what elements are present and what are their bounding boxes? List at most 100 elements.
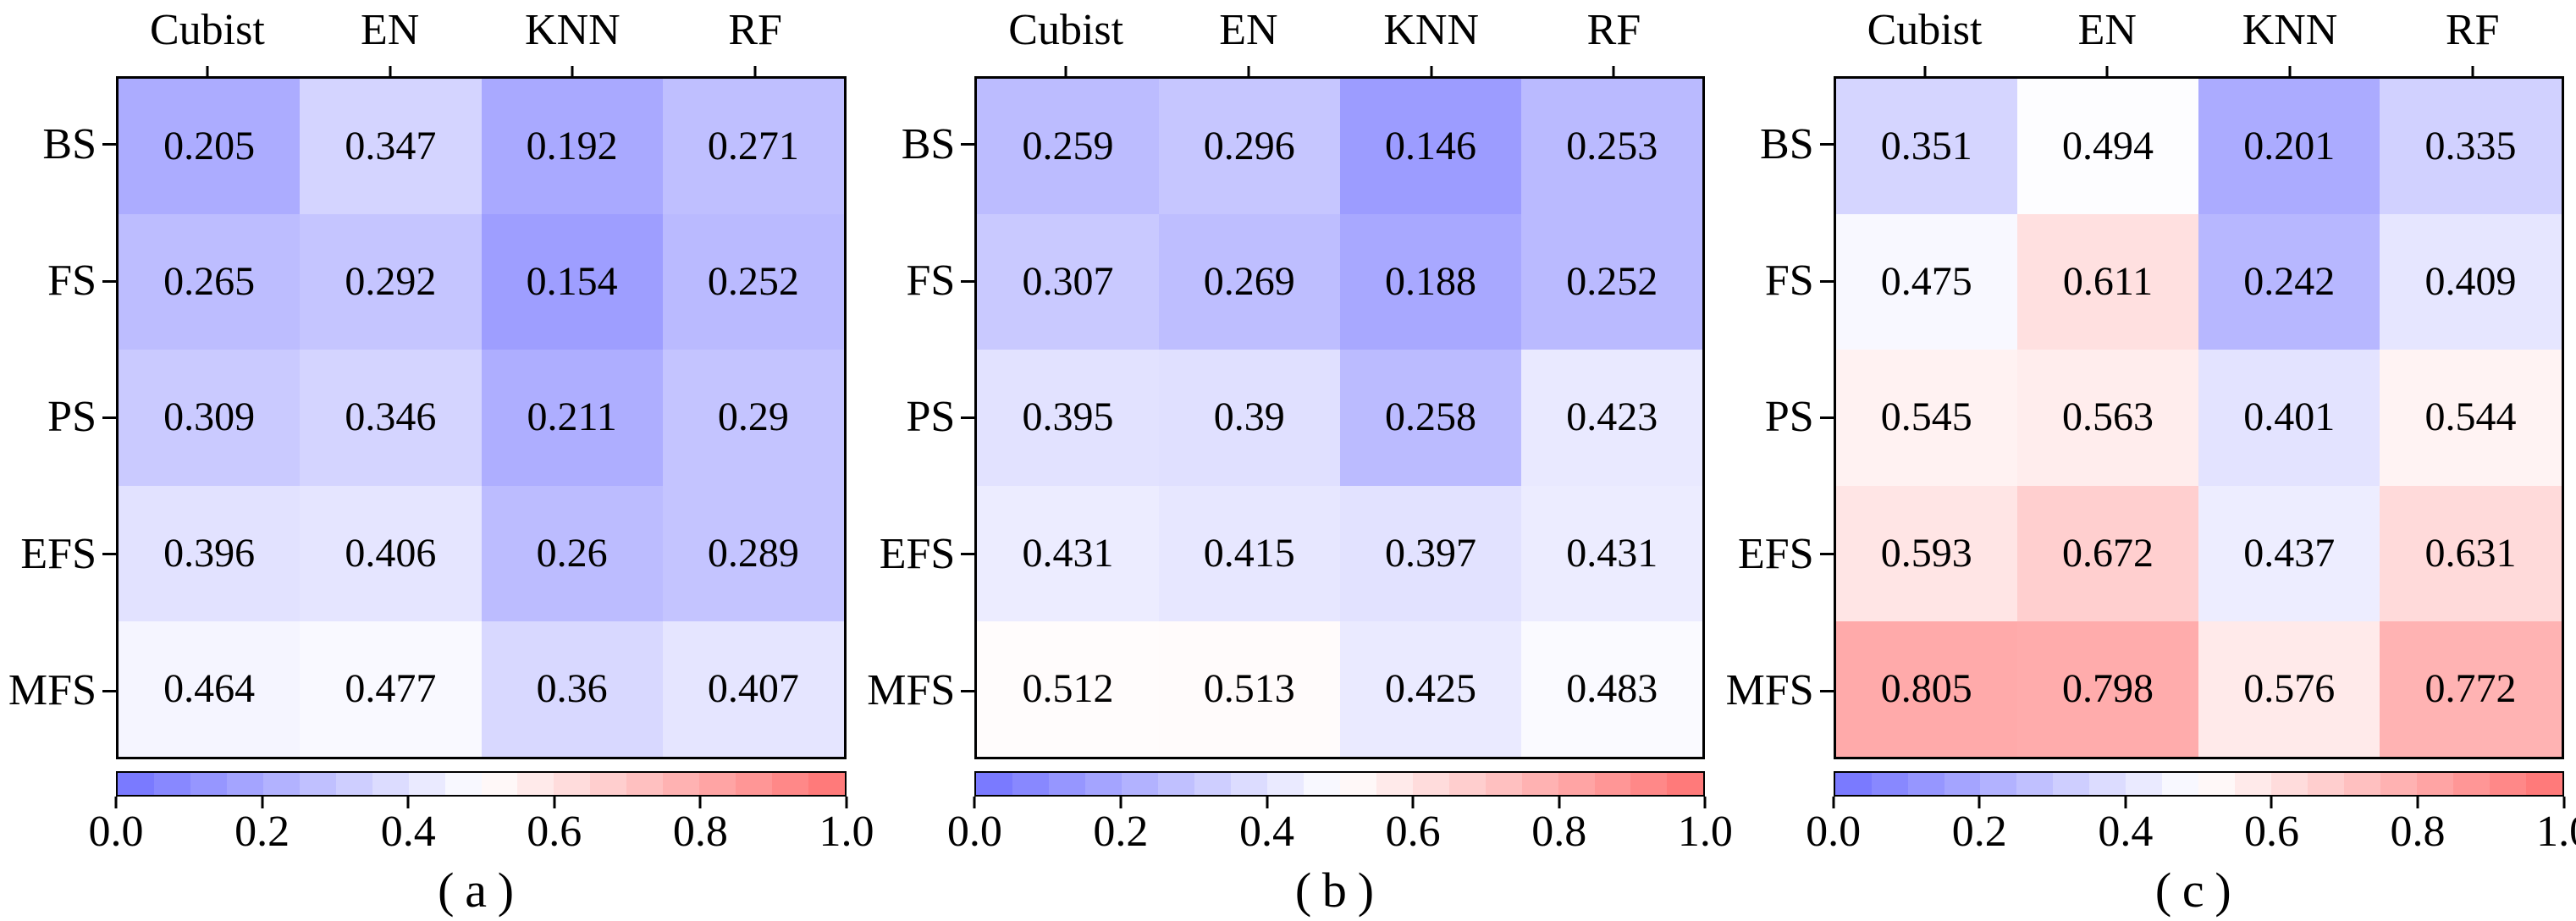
cell-value: 0.346: [345, 394, 437, 440]
cell-value: 0.512: [1022, 665, 1114, 711]
row-tick: [961, 416, 975, 419]
heatmap-cell-mfs-en: 0.477: [300, 620, 482, 757]
heatmap-panel-a: Cubist EN KNN RF BS FS PS EFS MFS 0.205 0.347 0.192…: [0, 0, 874, 921]
cell-value: 0.409: [2424, 259, 2517, 305]
colorbar-segment: [2126, 773, 2163, 795]
heatmap-cell-bs-en: 0.296: [1158, 79, 1340, 215]
heatmap-cell-ps-knn: 0.401: [2198, 350, 2380, 486]
row-label-wrap-bs: BS: [1718, 76, 1834, 212]
cell-value: 0.259: [1022, 124, 1114, 169]
cell-value: 0.205: [163, 124, 256, 169]
col-header-rf: RF: [2381, 5, 2564, 76]
col-header-en: EN: [2016, 5, 2198, 76]
colorbar-tick-label-0.8: 0.8: [2390, 808, 2446, 856]
colorbar-segment: [1944, 773, 1981, 795]
heatmap-cell-mfs-cubist: 0.464: [119, 620, 301, 757]
cell-value: 0.544: [2424, 394, 2517, 440]
colorbar-tick-labels: 0.0 0.2 0.4 0.6 0.8 1.0: [1806, 808, 2576, 856]
col-header-knn: KNN: [2198, 5, 2381, 76]
colorbar-segment: [372, 773, 409, 795]
colorbar: [116, 771, 847, 797]
col-header-cubist: Cubist: [974, 5, 1157, 76]
col-label-rf: RF: [728, 6, 782, 54]
colorbar-segment: [2271, 773, 2308, 795]
heatmap-cell-bs-cubist: 0.259: [977, 79, 1159, 215]
colorbar-segment: [408, 773, 445, 795]
colorbar-segment: [1871, 773, 1908, 795]
heatmap-cell-fs-rf: 0.409: [2380, 214, 2562, 350]
heatmap-cell-efs-cubist: 0.593: [1835, 485, 2017, 621]
colorbar-tick: [261, 797, 264, 808]
colorbar-axis: [114, 797, 848, 809]
colorbar-segment: [1667, 773, 1704, 795]
cell-value: 0.475: [1880, 259, 1972, 305]
row-label-wrap-fs: FS: [0, 212, 116, 349]
col-label-cubist: Cubist: [1867, 6, 1983, 54]
colorbar-segment: [1630, 773, 1668, 795]
colorbar-segment: [153, 773, 190, 795]
row-tick: [961, 279, 975, 283]
cell-value: 0.351: [1880, 124, 1972, 169]
colorbar-segment: [1594, 773, 1631, 795]
colorbar-tick: [845, 797, 848, 808]
cell-value: 0.271: [707, 124, 799, 169]
colorbar-tick-label-0.4: 0.4: [380, 808, 436, 856]
cell-value: 0.289: [707, 530, 799, 576]
heatmap-cell-mfs-rf: 0.483: [1521, 620, 1703, 757]
row-label-fs: FS: [1764, 256, 1814, 306]
cell-value: 0.437: [2243, 530, 2336, 576]
colorbar-tick-label-0.0: 0.0: [946, 808, 1002, 856]
heatmap-grid: 0.205 0.347 0.192 0.271 0.265 0.292 0.154 0.252…: [116, 76, 847, 759]
row-label-wrap-ps: PS: [858, 350, 975, 486]
colorbar-tick: [1558, 797, 1561, 808]
col-label-en: EN: [360, 6, 420, 54]
colorbar-tick: [1266, 797, 1269, 808]
heatmap-cell-efs-rf: 0.431: [1521, 485, 1703, 621]
heatmap-cell-efs-en: 0.415: [1158, 485, 1340, 621]
colorbar-wrap: 0.0 0.2 0.4 0.6 0.8 1.0: [947, 771, 1733, 855]
column-tick: [1247, 66, 1250, 76]
row-tick: [1819, 416, 1834, 419]
row-tick: [102, 553, 116, 556]
colorbar-tick: [2270, 797, 2273, 808]
colorbar-tick: [1978, 797, 1981, 808]
cell-value: 0.347: [345, 124, 437, 169]
cell-value: 0.477: [345, 665, 437, 711]
colorbar-tick-label-0.6: 0.6: [527, 808, 582, 856]
row-label-bs: BS: [1760, 119, 1814, 168]
row-label-efs: EFS: [20, 529, 97, 578]
row-labels: BS FS PS EFS MFS: [1718, 76, 1834, 759]
cell-value: 0.576: [2243, 665, 2336, 711]
row-tick: [961, 553, 975, 556]
colorbar-segment: [976, 773, 1013, 795]
caption-row: (c): [1834, 863, 2564, 918]
colorbar-segment: [1158, 773, 1195, 795]
column-tick: [1923, 66, 1927, 76]
row-tick: [102, 416, 116, 419]
colorbar-segment: [299, 773, 336, 795]
colorbar-segment: [444, 773, 482, 795]
row-tick: [102, 689, 116, 692]
heatmap-cell-bs-knn: 0.146: [1339, 79, 1522, 215]
colorbar-segment: [1049, 773, 1086, 795]
caption-b: (b): [1294, 863, 1385, 918]
cell-value: 0.26: [536, 530, 608, 576]
cell-value: 0.242: [2243, 259, 2336, 305]
heatmap-cell-mfs-knn: 0.425: [1339, 620, 1522, 757]
colorbar-segment: [2308, 773, 2344, 795]
cell-value: 0.397: [1384, 530, 1476, 576]
colorbar-segment: [1558, 773, 1595, 795]
colorbar-segment: [1122, 773, 1159, 795]
heatmap-cell-fs-knn: 0.188: [1339, 214, 1522, 350]
row-label-wrap-bs: BS: [0, 76, 116, 212]
colorbar-tick-label-1.0: 1.0: [2536, 808, 2576, 856]
col-label-en: EN: [2077, 6, 2137, 54]
col-header-cubist: Cubist: [116, 5, 299, 76]
cell-value: 0.265: [163, 259, 256, 305]
colorbar: [1833, 771, 2564, 797]
cell-value: 0.415: [1203, 530, 1295, 576]
cell-value: 0.631: [2424, 530, 2517, 576]
cell-value: 0.407: [707, 665, 799, 711]
colorbar-segment: [517, 773, 554, 795]
row-label-wrap-efs: EFS: [858, 486, 975, 622]
